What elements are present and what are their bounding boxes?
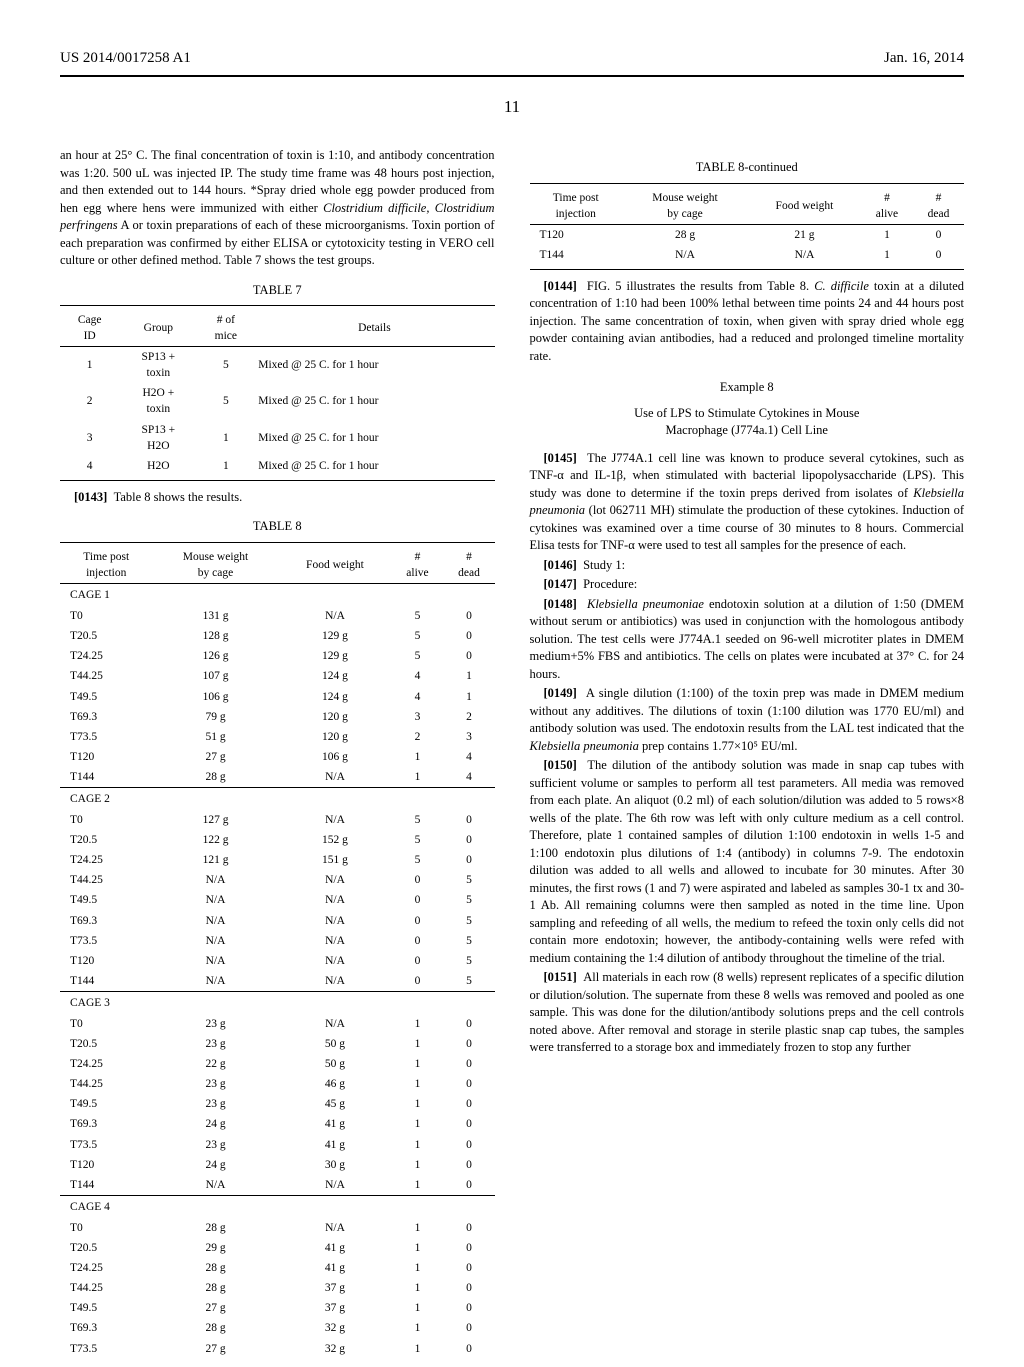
table-row: T20.523 g50 g10 [60,1034,495,1054]
intro-paragraph: an hour at 25° C. The final concentratio… [60,147,495,270]
left-column: an hour at 25° C. The final concentratio… [60,147,495,1367]
table-row: T24.2522 g50 g10 [60,1054,495,1074]
para-0144: [0144] FIG. 5 illustrates the results fr… [530,278,965,366]
table-row: T0131 gN/A50 [60,606,495,626]
table-row: T0127 gN/A50 [60,810,495,830]
table-row: 2H2O +toxin5Mixed @ 25 C. for 1 hour [60,383,495,419]
table-row: T023 gN/A10 [60,1014,495,1034]
para-0146: [0146] Study 1: [530,557,965,575]
table-row: T73.551 g120 g23 [60,727,495,747]
table-row: 1SP13 +toxin5Mixed @ 25 C. for 1 hour [60,347,495,384]
right-column: TABLE 8-continued Time postinjectionMous… [530,147,965,1367]
table7: CageIDGroup# ofmiceDetails 1SP13 +toxin5… [60,305,495,481]
table-row: T12024 g30 g10 [60,1155,495,1175]
page-header: US 2014/0017258 A1 Jan. 16, 2014 [60,50,964,67]
table-row: T49.523 g45 g10 [60,1094,495,1114]
table-row: T44.25N/AN/A05 [60,870,495,890]
para-0150: [0150] The dilution of the antibody solu… [530,757,965,967]
table8-title: TABLE 8 [60,518,495,536]
table8-continued: Time postinjectionMouse weightby cageFoo… [530,183,965,270]
para-0143: [0143] Table 8 shows the results. [60,489,495,507]
table-row: 4H2O1Mixed @ 25 C. for 1 hour [60,456,495,476]
table-row: T49.5N/AN/A05 [60,890,495,910]
table-row: T69.379 g120 g32 [60,707,495,727]
para-0147: [0147] Procedure: [530,576,965,594]
table-row: T24.25126 g129 g50 [60,646,495,666]
table-row: T73.523 g41 g10 [60,1135,495,1155]
table-row: T49.5106 g124 g41 [60,687,495,707]
content-columns: an hour at 25° C. The final concentratio… [60,147,964,1367]
table-row: T144N/AN/A10 [530,245,965,265]
table-row: T24.2528 g41 g10 [60,1258,495,1278]
para-0149: [0149] A single dilution (1:100) of the … [530,685,965,755]
table-row: T028 gN/A10 [60,1218,495,1238]
table-row: T20.5128 g129 g50 [60,626,495,646]
table8c-title: TABLE 8-continued [530,159,965,177]
table-row: T44.2523 g46 g10 [60,1074,495,1094]
table-row: T144N/AN/A10 [60,1175,495,1196]
table-row: T20.529 g41 g10 [60,1238,495,1258]
table-row: T24.25121 g151 g50 [60,850,495,870]
table-row: T69.324 g41 g10 [60,1114,495,1134]
page-number: 11 [60,97,964,117]
table-row: T69.3N/AN/A05 [60,911,495,931]
table-row: T49.527 g37 g10 [60,1298,495,1318]
table-row: T44.25107 g124 g41 [60,666,495,686]
table-row: T69.328 g32 g10 [60,1318,495,1338]
para-0151: [0151] All materials in each row (8 well… [530,969,965,1057]
table8: Time postinjectionMouse weightby cageFoo… [60,542,495,1359]
table-row: 3SP13 +H2O1Mixed @ 25 C. for 1 hour [60,420,495,456]
table-row: T12027 g106 g14 [60,747,495,767]
table-row: T73.5N/AN/A05 [60,931,495,951]
table-row: T73.527 g32 g10 [60,1339,495,1359]
patent-number: US 2014/0017258 A1 [60,50,191,67]
example8-title: Example 8 [530,379,965,397]
table7-title: TABLE 7 [60,282,495,300]
table-row: T20.5122 g152 g50 [60,830,495,850]
para-0145: [0145] The J774A.1 cell line was known t… [530,450,965,555]
header-rule [60,75,964,77]
patent-date: Jan. 16, 2014 [884,50,964,67]
para-0148: [0148] Klebsiella pneumoniae endotoxin s… [530,596,965,684]
table-row: T44.2528 g37 g10 [60,1278,495,1298]
table-row: T120N/AN/A05 [60,951,495,971]
table-row: T144N/AN/A05 [60,971,495,992]
table-row: T14428 gN/A14 [60,767,495,788]
table-row: T12028 g21 g10 [530,224,965,245]
example8-subtitle: Use of LPS to Stimulate Cytokines in Mou… [530,405,965,440]
